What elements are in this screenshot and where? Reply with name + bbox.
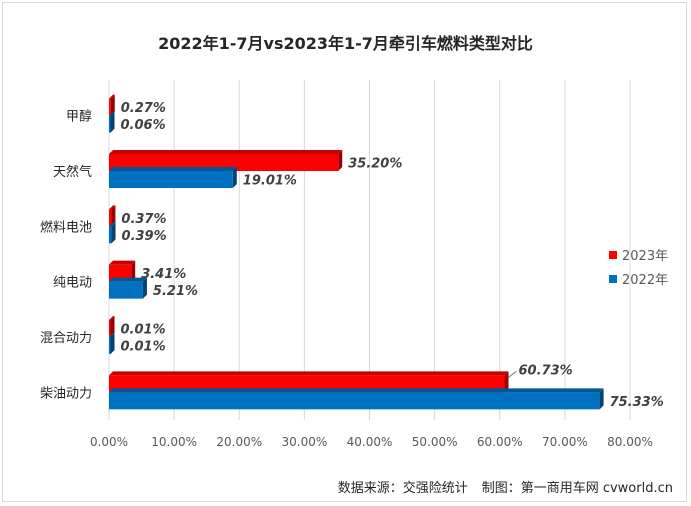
bar-top xyxy=(109,111,115,116)
bar-face xyxy=(109,392,600,410)
bar xyxy=(109,111,115,133)
bars xyxy=(109,94,604,410)
bar-side xyxy=(111,205,116,227)
bar-top xyxy=(109,222,116,227)
bar-side xyxy=(131,260,136,282)
bar-top xyxy=(109,277,147,282)
bar-side xyxy=(110,316,115,337)
x-tick-label: 50.00% xyxy=(412,435,458,449)
bar-face xyxy=(109,281,143,299)
legend-swatch xyxy=(609,275,617,283)
category-label: 天然气 xyxy=(53,164,92,180)
source-note: 数据来源：交强险统计 制图：第一商用车网 cvworld.cn xyxy=(324,477,673,496)
data-label: 0.27% xyxy=(121,101,166,116)
bar-side xyxy=(110,94,115,116)
bar xyxy=(109,222,116,244)
bar-side xyxy=(110,111,115,133)
data-label: 0.01% xyxy=(121,323,166,338)
bar-top xyxy=(109,94,115,99)
bar xyxy=(109,277,147,299)
bar-side xyxy=(232,167,237,188)
data-label: 0.06% xyxy=(121,118,166,133)
bar-side xyxy=(110,333,115,354)
data-label: 75.33% xyxy=(610,395,664,410)
data-label: 3.41% xyxy=(141,267,186,282)
data-label: 19.01% xyxy=(243,174,297,189)
data-label: 35.20% xyxy=(348,157,402,172)
bar-face xyxy=(109,264,132,282)
data-source: 数据来源：交强险统计 xyxy=(337,481,468,496)
bar-top xyxy=(109,316,115,320)
bar-side xyxy=(504,371,509,393)
x-tick-label: 20.00% xyxy=(216,435,262,449)
bar xyxy=(109,150,343,171)
bar-top xyxy=(109,260,136,265)
x-tick-label: 40.00% xyxy=(347,435,393,449)
x-tick-label: 0.00% xyxy=(90,435,128,449)
data-label: 60.73% xyxy=(519,363,573,378)
bar xyxy=(109,205,116,227)
bar-top xyxy=(109,388,604,393)
bar xyxy=(109,333,115,354)
bar-face xyxy=(109,171,233,188)
bar-top xyxy=(109,150,343,154)
leader-line xyxy=(508,370,517,378)
category-label: 柴油动力 xyxy=(40,386,92,401)
bar-side xyxy=(142,277,147,299)
bar-top xyxy=(109,167,237,171)
bar-face xyxy=(109,320,111,337)
bar-side xyxy=(111,222,116,244)
data-label: 0.39% xyxy=(122,229,167,244)
bar xyxy=(109,260,136,282)
gridlines xyxy=(108,80,631,420)
bar xyxy=(109,371,509,393)
bar-face xyxy=(109,226,112,244)
bar-face xyxy=(109,98,111,116)
bar-side xyxy=(599,388,604,410)
bar-top xyxy=(109,205,116,210)
bar-top xyxy=(109,333,115,337)
legend-swatch xyxy=(609,251,617,259)
category-label: 混合动力 xyxy=(40,331,92,346)
category-label: 燃料电池 xyxy=(40,219,92,235)
bar-face xyxy=(109,375,505,393)
x-tick-label: 80.00% xyxy=(607,435,653,449)
bar xyxy=(109,94,115,116)
bar-face xyxy=(109,209,112,227)
bar-side xyxy=(338,150,343,171)
category-label: 甲醇 xyxy=(66,109,92,125)
data-label: 0.37% xyxy=(121,212,166,227)
bar xyxy=(109,388,604,410)
bar-face xyxy=(109,115,111,133)
chart-maker: 制图：第一商用车网 cvworld.cn xyxy=(481,481,673,496)
chart-frame xyxy=(2,2,687,502)
bar-top xyxy=(109,371,509,376)
bar xyxy=(109,167,237,188)
chart-title: 2022年1-7月vs2023年1-7月牵引车燃料类型对比 xyxy=(158,34,533,53)
x-tick-label: 30.00% xyxy=(281,435,327,449)
bar xyxy=(109,316,115,337)
data-label: 5.21% xyxy=(153,284,198,299)
x-tick-labels: 0.00% 10.00% 20.00% 30.00% 40.00% 50.00% 60.00… xyxy=(90,435,653,449)
category-label: 纯电动 xyxy=(53,276,92,291)
bar-face xyxy=(109,337,111,354)
x-tick-label: 70.00% xyxy=(542,435,588,449)
x-tick-label: 60.00% xyxy=(477,435,523,449)
legend-label: 2022年 xyxy=(622,273,668,288)
data-label: 0.01% xyxy=(121,340,166,355)
bar-face xyxy=(109,154,339,171)
data-labels: 0.27% 0.06% 35.20% 19.01% 0.37% 0.39% 3.41% 5.2… xyxy=(121,101,664,410)
legend-label: 2023年 xyxy=(622,249,668,264)
legend: 2023年 2022年 xyxy=(609,249,668,288)
x-tick-label: 10.00% xyxy=(151,435,197,449)
